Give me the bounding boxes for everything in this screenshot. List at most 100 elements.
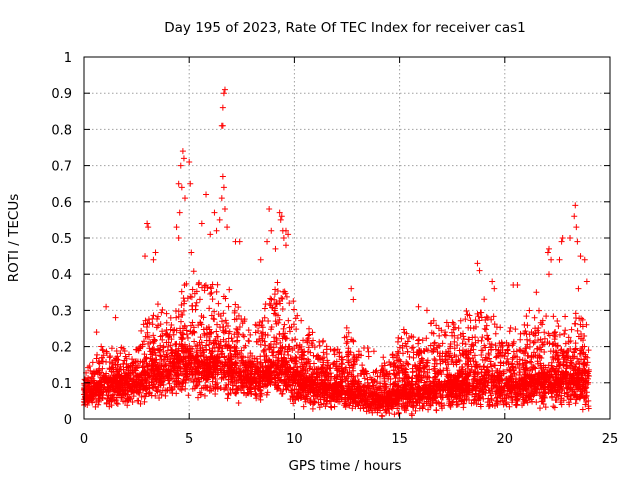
data-point xyxy=(373,367,380,374)
data-point xyxy=(360,405,367,412)
data-point xyxy=(526,307,533,314)
data-point xyxy=(306,331,313,338)
data-point xyxy=(567,392,574,399)
data-point xyxy=(281,380,288,387)
data-point xyxy=(456,357,463,364)
data-point xyxy=(326,398,333,405)
data-point xyxy=(533,399,540,406)
data-point xyxy=(123,360,130,367)
data-point xyxy=(349,405,356,412)
data-point xyxy=(139,386,146,393)
data-point xyxy=(504,346,511,353)
data-point xyxy=(410,344,417,351)
data-point xyxy=(519,382,526,389)
data-point xyxy=(238,316,245,323)
data-point xyxy=(349,394,356,401)
data-point xyxy=(394,405,401,412)
data-point xyxy=(142,376,149,383)
data-point xyxy=(508,399,515,406)
data-point xyxy=(111,357,118,364)
data-point xyxy=(318,377,325,384)
data-point xyxy=(533,390,540,397)
data-point xyxy=(137,358,144,365)
data-point xyxy=(235,331,242,338)
data-point xyxy=(151,337,158,344)
data-point xyxy=(527,366,534,373)
data-point xyxy=(580,337,587,344)
data-point xyxy=(221,353,228,360)
data-point xyxy=(271,291,278,298)
data-point xyxy=(310,379,317,386)
data-point xyxy=(193,288,200,295)
data-point xyxy=(527,382,534,389)
data-point xyxy=(193,349,200,356)
data-point xyxy=(517,336,524,343)
data-point xyxy=(351,361,358,368)
data-point xyxy=(276,331,283,338)
data-point xyxy=(490,376,497,383)
data-point xyxy=(378,362,385,369)
data-point xyxy=(439,340,446,347)
data-point xyxy=(118,385,125,392)
data-point xyxy=(582,401,589,408)
data-point xyxy=(506,403,513,410)
data-point xyxy=(244,384,251,391)
data-point xyxy=(274,371,281,378)
data-point xyxy=(553,349,560,356)
data-point xyxy=(331,403,338,410)
data-point xyxy=(315,399,322,406)
data-point xyxy=(565,380,572,387)
data-point xyxy=(214,321,221,328)
data-point xyxy=(369,379,376,386)
data-point xyxy=(445,323,452,330)
data-point xyxy=(410,354,417,361)
data-point xyxy=(309,329,316,336)
data-point xyxy=(233,351,240,358)
data-point xyxy=(219,324,226,331)
data-point xyxy=(447,401,454,408)
data-point xyxy=(524,341,531,348)
data-point xyxy=(232,301,239,308)
data-point xyxy=(560,380,567,387)
data-point xyxy=(522,345,529,352)
data-point xyxy=(459,340,466,347)
data-point xyxy=(257,341,264,348)
data-point xyxy=(327,346,334,353)
data-point xyxy=(273,337,280,344)
data-point xyxy=(235,399,242,406)
data-point xyxy=(512,326,519,333)
data-point xyxy=(223,384,230,391)
data-point xyxy=(289,371,296,378)
data-point xyxy=(484,336,491,343)
data-point xyxy=(368,407,375,414)
data-point xyxy=(356,386,363,393)
data-point xyxy=(537,336,544,343)
data-point xyxy=(553,363,560,370)
data-point xyxy=(508,372,515,379)
data-point xyxy=(286,300,293,307)
data-point xyxy=(554,318,561,325)
data-point xyxy=(144,329,151,336)
data-point xyxy=(558,392,565,399)
data-point xyxy=(479,391,486,398)
data-point xyxy=(440,387,447,394)
data-point xyxy=(155,379,162,386)
data-point xyxy=(561,356,568,363)
data-point xyxy=(252,391,259,398)
data-point xyxy=(488,316,495,323)
data-point xyxy=(237,362,244,369)
data-point xyxy=(209,296,216,303)
data-point xyxy=(401,405,408,412)
data-point xyxy=(280,288,287,295)
data-point xyxy=(568,326,575,333)
data-points xyxy=(81,86,592,420)
data-point xyxy=(517,369,524,376)
data-point xyxy=(168,322,175,329)
data-point xyxy=(541,348,548,355)
data-point xyxy=(208,312,215,319)
data-point xyxy=(548,359,555,366)
data-point xyxy=(126,384,133,391)
data-point xyxy=(358,352,365,359)
data-point xyxy=(516,346,523,353)
data-point xyxy=(195,375,202,382)
